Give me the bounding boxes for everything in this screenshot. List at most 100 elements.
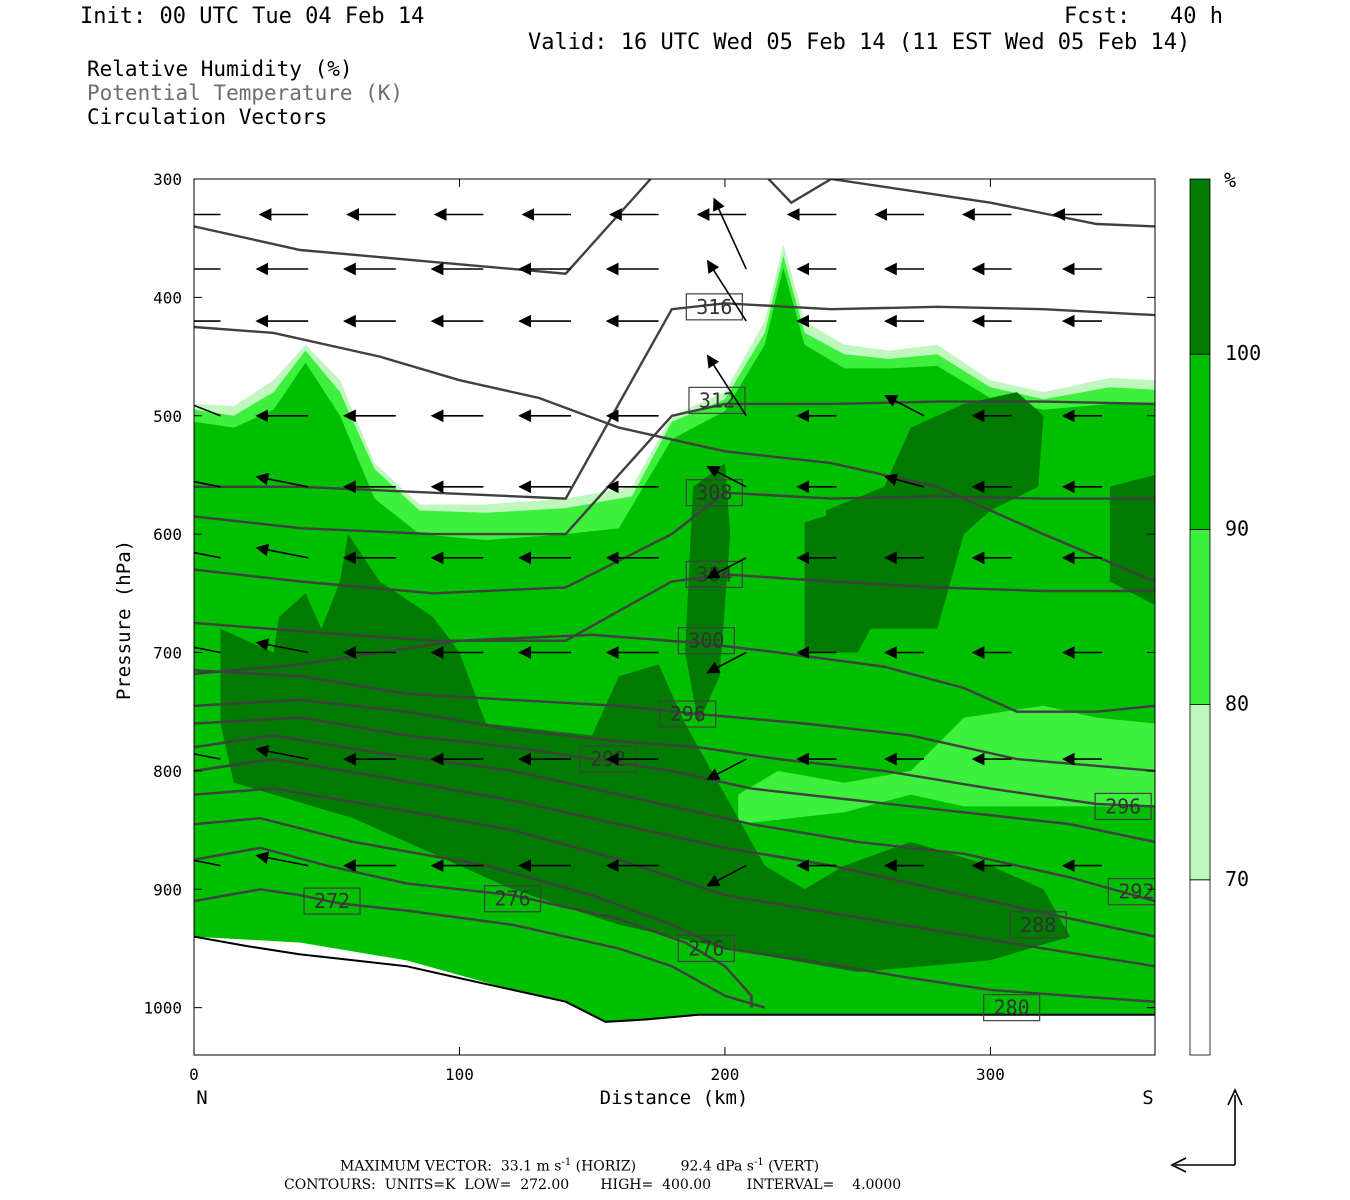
isentrope-label: 312 [699, 388, 735, 412]
y-tick-label: 800 [153, 762, 182, 781]
forecast-hour: Fcst: 40 h [1064, 4, 1223, 29]
circulation-vector [255, 472, 309, 488]
valid-time: Valid: 16 UTC Wed 05 Feb 14 (11 EST Wed … [528, 30, 1191, 55]
isentrope-label: 288 [1020, 913, 1056, 937]
colorbar-label: 90 [1225, 516, 1249, 540]
circulation-vector [706, 758, 747, 780]
init-time: Init: 00 UTC Tue 04 Feb 14 [80, 4, 425, 29]
isentrope-line [194, 633, 1155, 713]
isentrope-line [194, 816, 1155, 1003]
isentrope-label: 308 [696, 481, 732, 505]
max-vector-line: MAXIMUM VECTOR: 33.1 m s-1 (HORIZ) 92.4 … [340, 1157, 819, 1175]
endpoint-left-label: N [196, 1087, 207, 1109]
rh-fill-100 [685, 463, 731, 724]
isentrope-line [194, 491, 1155, 595]
circulation-vector [194, 753, 221, 760]
isentrope-line [194, 573, 1155, 642]
colorbar-label: 100 [1225, 341, 1261, 365]
isentrope-label: 300 [688, 629, 724, 653]
colorbar-segment [1189, 529, 1211, 706]
isentrope-line [194, 179, 1155, 275]
y-tick-label: 700 [153, 644, 182, 663]
circulation-vector [706, 259, 747, 322]
contours-info: CONTOURS: UNITS=K LOW= 272.00 HIGH= 400.… [284, 1177, 902, 1193]
vert-unit: (VERT) [768, 1158, 820, 1175]
vert-value: 92.4 dPa s [680, 1158, 754, 1175]
colorbar-segment [1189, 879, 1211, 1056]
x-tick-label: 300 [976, 1065, 1005, 1084]
isentrope-line [194, 716, 1155, 844]
circulation-vector [194, 859, 221, 867]
isentrope-label: 276 [688, 936, 724, 960]
isentrope-label: 276 [495, 887, 531, 911]
y-tick-label: 400 [153, 288, 182, 307]
isentrope-line [194, 734, 1155, 903]
isentrope-line [194, 325, 1155, 583]
isentrope-label-box [1107, 878, 1155, 906]
isentrope-label-box [685, 293, 743, 321]
y-tick-label: 300 [153, 170, 182, 189]
circulation-vector [255, 851, 309, 867]
legend-vectors: Circulation Vectors [87, 105, 328, 129]
reference-vector-icon [1170, 1088, 1243, 1173]
isentrope-label: 296 [670, 702, 706, 726]
isentrope-label-box [303, 887, 361, 915]
y-tick-label: 1000 [143, 999, 182, 1018]
terrain-line [194, 935, 1155, 1023]
circulation-vector [706, 557, 747, 579]
horiz-unit: (HORIZ) [575, 1158, 637, 1175]
isentrope-label-box [677, 627, 735, 655]
circulation-vector [194, 404, 221, 417]
x-tick-label: 100 [445, 1065, 474, 1084]
colorbar-segment [1189, 178, 1211, 355]
terrain-fill [194, 936, 1155, 1055]
isentrope-line [194, 669, 1155, 773]
isentrope-line [194, 888, 766, 1009]
plot-frame [193, 178, 1156, 1056]
isentrope-label-box [983, 994, 1041, 1022]
isentrope-label-box [1037, 77, 1093, 103]
isentrope-line [194, 757, 1155, 938]
x-axis-label: Distance (km) [600, 1087, 749, 1109]
x-tick-label: 0 [189, 1065, 199, 1084]
y-tick-label: 600 [153, 525, 182, 544]
vert-superscript: -1 [753, 1157, 764, 1168]
isentrope-label: 324 [1047, 78, 1083, 102]
y-tick-label: 500 [153, 407, 182, 426]
legend-rh: Relative Humidity (%) [87, 57, 353, 81]
horiz-superscript: -1 [561, 1157, 572, 1168]
circulation-vector [884, 473, 925, 488]
isentrope-label-box [1094, 792, 1152, 821]
y-axis-label: Pressure (hPa) [113, 540, 135, 700]
isentrope-line [194, 302, 1155, 500]
isentrope-line [194, 787, 1155, 968]
circulation-vector [255, 543, 309, 559]
circulation-vector [884, 395, 925, 417]
circulation-vector [194, 551, 221, 559]
isentrope-label-box [659, 700, 717, 728]
isentrope-label-box [483, 885, 542, 913]
x-tick-label: 200 [710, 1065, 739, 1084]
isentrope-label-box [677, 934, 735, 963]
isentrope-line [194, 698, 1155, 808]
isentrope-label-box [678, 142, 734, 168]
isentrope-label: 292 [1118, 880, 1154, 904]
rh-fill-100 [1109, 474, 1155, 606]
circulation-vector [255, 638, 309, 654]
colorbar-label: 70 [1225, 867, 1249, 891]
circulation-vector [255, 744, 309, 760]
isentrope-label: 316 [696, 295, 732, 319]
circulation-vector [194, 646, 221, 654]
isentrope-label: 320 [688, 143, 724, 167]
max-vector-label: MAXIMUM VECTOR: [340, 1158, 492, 1175]
rh-fill-100 [825, 392, 1044, 629]
horiz-value: 33.1 m s [500, 1158, 562, 1175]
circulation-vector [706, 651, 747, 674]
isentrope-label-box [685, 479, 743, 507]
legend-theta: Potential Temperature (K) [87, 81, 404, 105]
isentrope-label: 272 [314, 889, 350, 913]
circulation-vector [706, 466, 747, 488]
y-tick-label: 900 [153, 880, 182, 899]
circulation-vector [713, 197, 747, 270]
